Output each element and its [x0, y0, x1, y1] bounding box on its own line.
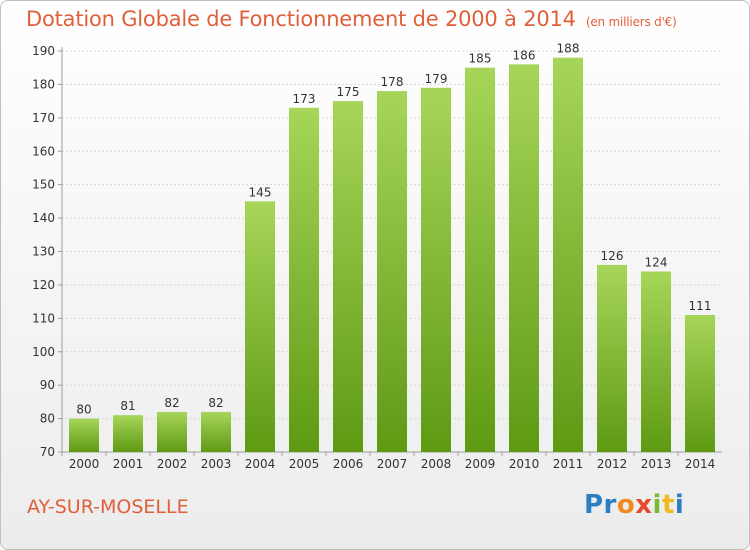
x-tick-label: 2002: [157, 457, 188, 471]
logo-letter: Pr: [584, 490, 617, 520]
x-tick-label: 2012: [597, 457, 628, 471]
bar: [113, 415, 143, 452]
bar: [289, 107, 319, 453]
data-label: 126: [601, 249, 624, 263]
data-label: 173: [293, 92, 316, 106]
y-tick-label: 120: [32, 278, 55, 292]
x-tick-label: 2008: [421, 457, 452, 471]
bar: [641, 271, 671, 452]
bar: [377, 91, 407, 452]
data-label: 81: [120, 399, 135, 413]
chart-title-text: Dotation Globale de Fonctionnement de 20…: [26, 7, 576, 31]
x-tick-label: 2003: [201, 457, 232, 471]
y-tick-label: 130: [32, 245, 55, 259]
bar: [333, 101, 363, 452]
logo-letter: i: [674, 490, 685, 520]
data-label: 82: [208, 396, 223, 410]
bar: [421, 87, 451, 453]
y-tick-label: 190: [32, 44, 55, 58]
y-tick-label: 160: [32, 144, 55, 158]
data-label: 179: [425, 72, 448, 86]
bar: [685, 315, 715, 452]
data-label: 80: [76, 403, 91, 417]
x-tick-label: 2006: [333, 457, 364, 471]
data-label: 145: [249, 185, 272, 199]
x-tick-label: 2010: [509, 457, 540, 471]
x-tick-label: 2014: [685, 457, 716, 471]
x-tick-label: 2001: [113, 457, 144, 471]
commune-name: AY-SUR-MOSELLE: [27, 496, 189, 518]
y-tick-label: 90: [40, 378, 55, 392]
data-label: 188: [557, 42, 580, 56]
x-tick-label: 2004: [245, 457, 276, 471]
chart-subtitle: (en milliers d'€): [585, 15, 677, 29]
data-label: 111: [689, 299, 712, 313]
logo-letter: o: [616, 490, 636, 520]
bar: [201, 411, 231, 452]
bar: [69, 418, 99, 452]
x-tick-label: 2013: [641, 457, 672, 471]
bar: [597, 264, 627, 452]
data-label: 186: [513, 48, 536, 62]
bars: [69, 57, 715, 453]
logo-letter: x: [635, 490, 653, 520]
logo-letter: t: [661, 490, 675, 520]
bar: [245, 201, 275, 452]
y-tick-label: 140: [32, 211, 55, 225]
data-label: 124: [645, 256, 668, 270]
data-label: 82: [164, 396, 179, 410]
y-tick-label: 100: [32, 345, 55, 359]
bar: [465, 67, 495, 452]
y-tick-label: 70: [40, 445, 55, 459]
bar: [157, 411, 187, 452]
x-tick-label: 2007: [377, 457, 408, 471]
labels: 80 2000 81 2001 82 2002 82 2003 145 2004 173 2005 17…: [69, 42, 716, 471]
y-tick-label: 150: [32, 178, 55, 192]
y-tick-label: 170: [32, 111, 55, 125]
y-tick-label: 80: [40, 412, 55, 426]
bar: [553, 57, 583, 452]
x-tick-label: 2009: [465, 457, 496, 471]
y-tick-label: 180: [32, 77, 55, 91]
x-tick-label: 2005: [289, 457, 320, 471]
data-label: 178: [381, 75, 404, 89]
proxiti-logo: Proxiti: [584, 490, 684, 520]
x-tick-label: 2000: [69, 457, 100, 471]
bar: [509, 64, 539, 453]
data-label: 175: [337, 85, 360, 99]
logo-letter: i: [652, 490, 662, 520]
data-label: 185: [469, 52, 492, 66]
chart-title: Dotation Globale de Fonctionnement de 20…: [26, 7, 677, 31]
y-tick-label: 110: [32, 311, 55, 325]
x-tick-label: 2011: [553, 457, 584, 471]
